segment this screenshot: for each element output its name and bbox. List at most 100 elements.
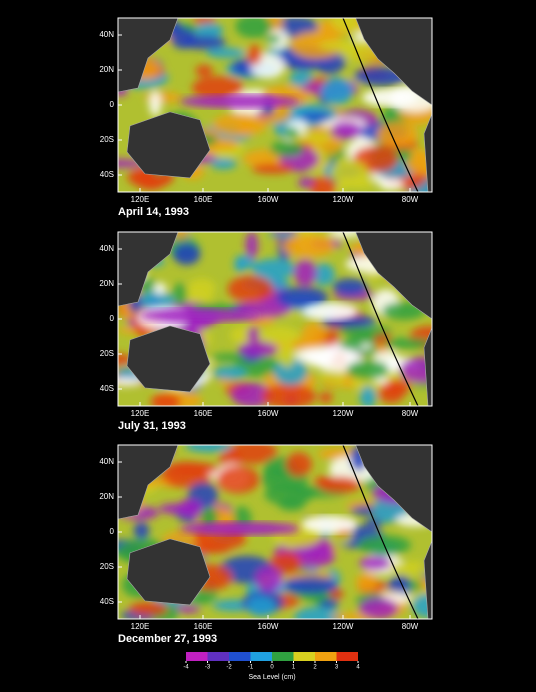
anomaly-blob [118,377,143,387]
equatorial-band [362,88,418,107]
anomaly-blob [358,597,399,619]
anomaly-blob [293,606,343,619]
anomaly-blob [247,326,260,343]
anomaly-blob [191,76,244,100]
anomaly-blob [289,31,343,60]
anomaly-blob [169,462,219,476]
contour [342,445,419,619]
anomaly-blob [359,385,377,406]
map [118,18,432,192]
anomaly-blob [173,283,188,306]
anomaly-blob [359,556,391,571]
anomaly-blob [238,341,278,358]
anomaly-blob [245,232,258,260]
lat-label: 40N [99,244,114,253]
colorbar-tick-label: 4 [356,665,360,671]
anomaly-blob [235,18,273,39]
anomaly-blob [149,90,162,117]
anomaly-blob [150,392,181,406]
anomaly-blob [227,275,274,303]
anomaly-blob [210,158,237,170]
anomaly-blob [375,342,389,354]
lon-label: 160W [258,622,279,631]
anomaly-blob [276,286,329,309]
anomaly-blob [177,498,204,518]
contour [342,232,419,406]
anomaly-blob [211,353,246,362]
anomaly-blob [355,572,378,592]
lat-label: 20N [99,279,114,288]
anomaly-blob [251,163,294,175]
map [118,232,432,406]
lon-label: 80W [402,622,419,631]
australia [126,538,211,606]
anomaly-blob [278,341,296,368]
equatorial-band [140,308,260,323]
colorbar-label: Sea Level (cm) [248,674,295,681]
lat-label: 40S [100,170,114,179]
colorbar-tick-label: 1 [292,665,296,671]
anomaly-blob [319,40,371,52]
colorbar-tick-label: 0 [270,665,274,671]
anomaly-blob [379,178,404,191]
anomaly-blob [259,326,300,345]
anomaly-blob [194,22,224,40]
anomaly-blob [289,133,332,143]
anomaly-blob [246,596,277,617]
asia [118,445,179,520]
anomaly-blob [346,359,390,380]
lat-label: 0 [110,100,115,109]
lat-label: 20N [99,492,114,501]
lon-label: 80W [402,195,419,204]
lon-label: 160W [258,195,279,204]
anomaly-blob [405,155,432,175]
anomaly-blob [319,599,340,608]
anomaly-blob [330,121,362,140]
anomaly-blob [251,258,297,280]
colorbar-segment [229,652,251,661]
anomaly-blob [301,322,327,349]
lon-label: 120W [333,409,354,418]
anomaly-blob [376,122,419,147]
contour [342,18,419,192]
colorbar-segment [293,652,315,661]
lon-label: 160E [194,195,213,204]
anomaly-blob [212,366,247,380]
americas [349,232,432,406]
colorbar-tick-label: 2 [313,665,317,671]
lon-label: 120E [131,195,150,204]
map [118,445,432,619]
lon-label: 120E [131,409,150,418]
anomaly-blob [310,176,336,192]
colorbar-segment [315,652,337,661]
anomaly-blob [318,392,333,403]
anomaly-blob [282,576,338,594]
anomaly-blob [312,263,335,286]
anomaly-blob [285,452,312,477]
anomaly-blob [332,278,368,296]
equatorial-band [302,302,358,321]
colorbar-segment [207,652,229,661]
colorbar-segment [186,652,208,661]
anomaly-blob [133,521,150,540]
anomaly-blob [389,561,432,575]
anomaly-blob [313,476,333,488]
colorbar-segment [336,652,358,661]
australia [126,111,211,179]
colorbar-segment [272,652,294,661]
anomaly-blob [330,159,368,187]
anomaly-blob [255,566,283,592]
equatorial-band [180,521,300,536]
lat-label: 20S [100,349,114,358]
panel-date: July 31, 1993 [118,420,186,432]
anomaly-blob [300,112,332,121]
australia [126,325,211,393]
anomaly-blob [383,337,432,349]
colorbar-tick-label: -1 [248,665,254,671]
panel-date: April 14, 1993 [118,206,189,218]
anomaly-blob [228,445,278,464]
anomaly-blob [261,383,317,406]
anomaly-blob [337,326,393,336]
